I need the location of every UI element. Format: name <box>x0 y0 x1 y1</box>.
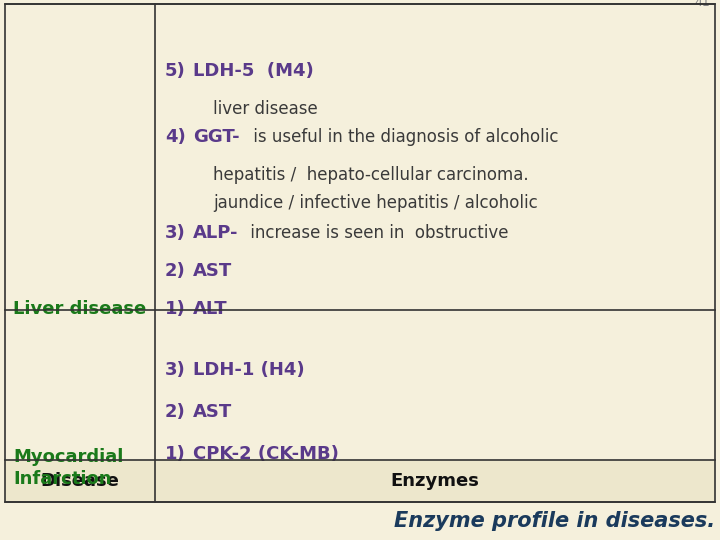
Text: CPK-2 (CK-MB): CPK-2 (CK-MB) <box>193 445 339 463</box>
Text: 4): 4) <box>165 128 186 146</box>
Text: AST: AST <box>193 403 233 421</box>
Text: AST: AST <box>193 262 233 280</box>
Text: increase is seen in  obstructive: increase is seen in obstructive <box>245 224 508 242</box>
Text: 5): 5) <box>165 62 186 80</box>
Text: 1): 1) <box>165 300 186 318</box>
Text: LDH-5  (M4): LDH-5 (M4) <box>193 62 314 80</box>
Text: LDH-1 (H4): LDH-1 (H4) <box>193 361 305 379</box>
Bar <box>5 460 715 502</box>
Text: 2): 2) <box>165 403 186 421</box>
Text: Enzymes: Enzymes <box>390 472 480 490</box>
Text: 2): 2) <box>165 262 186 280</box>
Text: GGT-: GGT- <box>193 128 240 146</box>
Text: 3): 3) <box>165 361 186 379</box>
Text: 3): 3) <box>165 224 186 242</box>
Text: is useful in the diagnosis of alcoholic: is useful in the diagnosis of alcoholic <box>248 128 559 146</box>
Text: jaundice / infective hepatitis / alcoholic: jaundice / infective hepatitis / alcohol… <box>213 194 538 212</box>
Text: ALT: ALT <box>193 300 228 318</box>
Text: liver disease: liver disease <box>213 100 318 118</box>
Text: ALP-: ALP- <box>193 224 238 242</box>
Text: 41: 41 <box>694 0 710 9</box>
Text: Disease: Disease <box>40 472 120 490</box>
Text: Liver disease: Liver disease <box>13 300 146 318</box>
Text: Myocardial
Infarction: Myocardial Infarction <box>13 448 123 488</box>
Text: hepatitis /  hepato-cellular carcinoma.: hepatitis / hepato-cellular carcinoma. <box>213 166 528 184</box>
Text: Enzyme profile in diseases.: Enzyme profile in diseases. <box>394 511 715 531</box>
Text: 1): 1) <box>165 445 186 463</box>
